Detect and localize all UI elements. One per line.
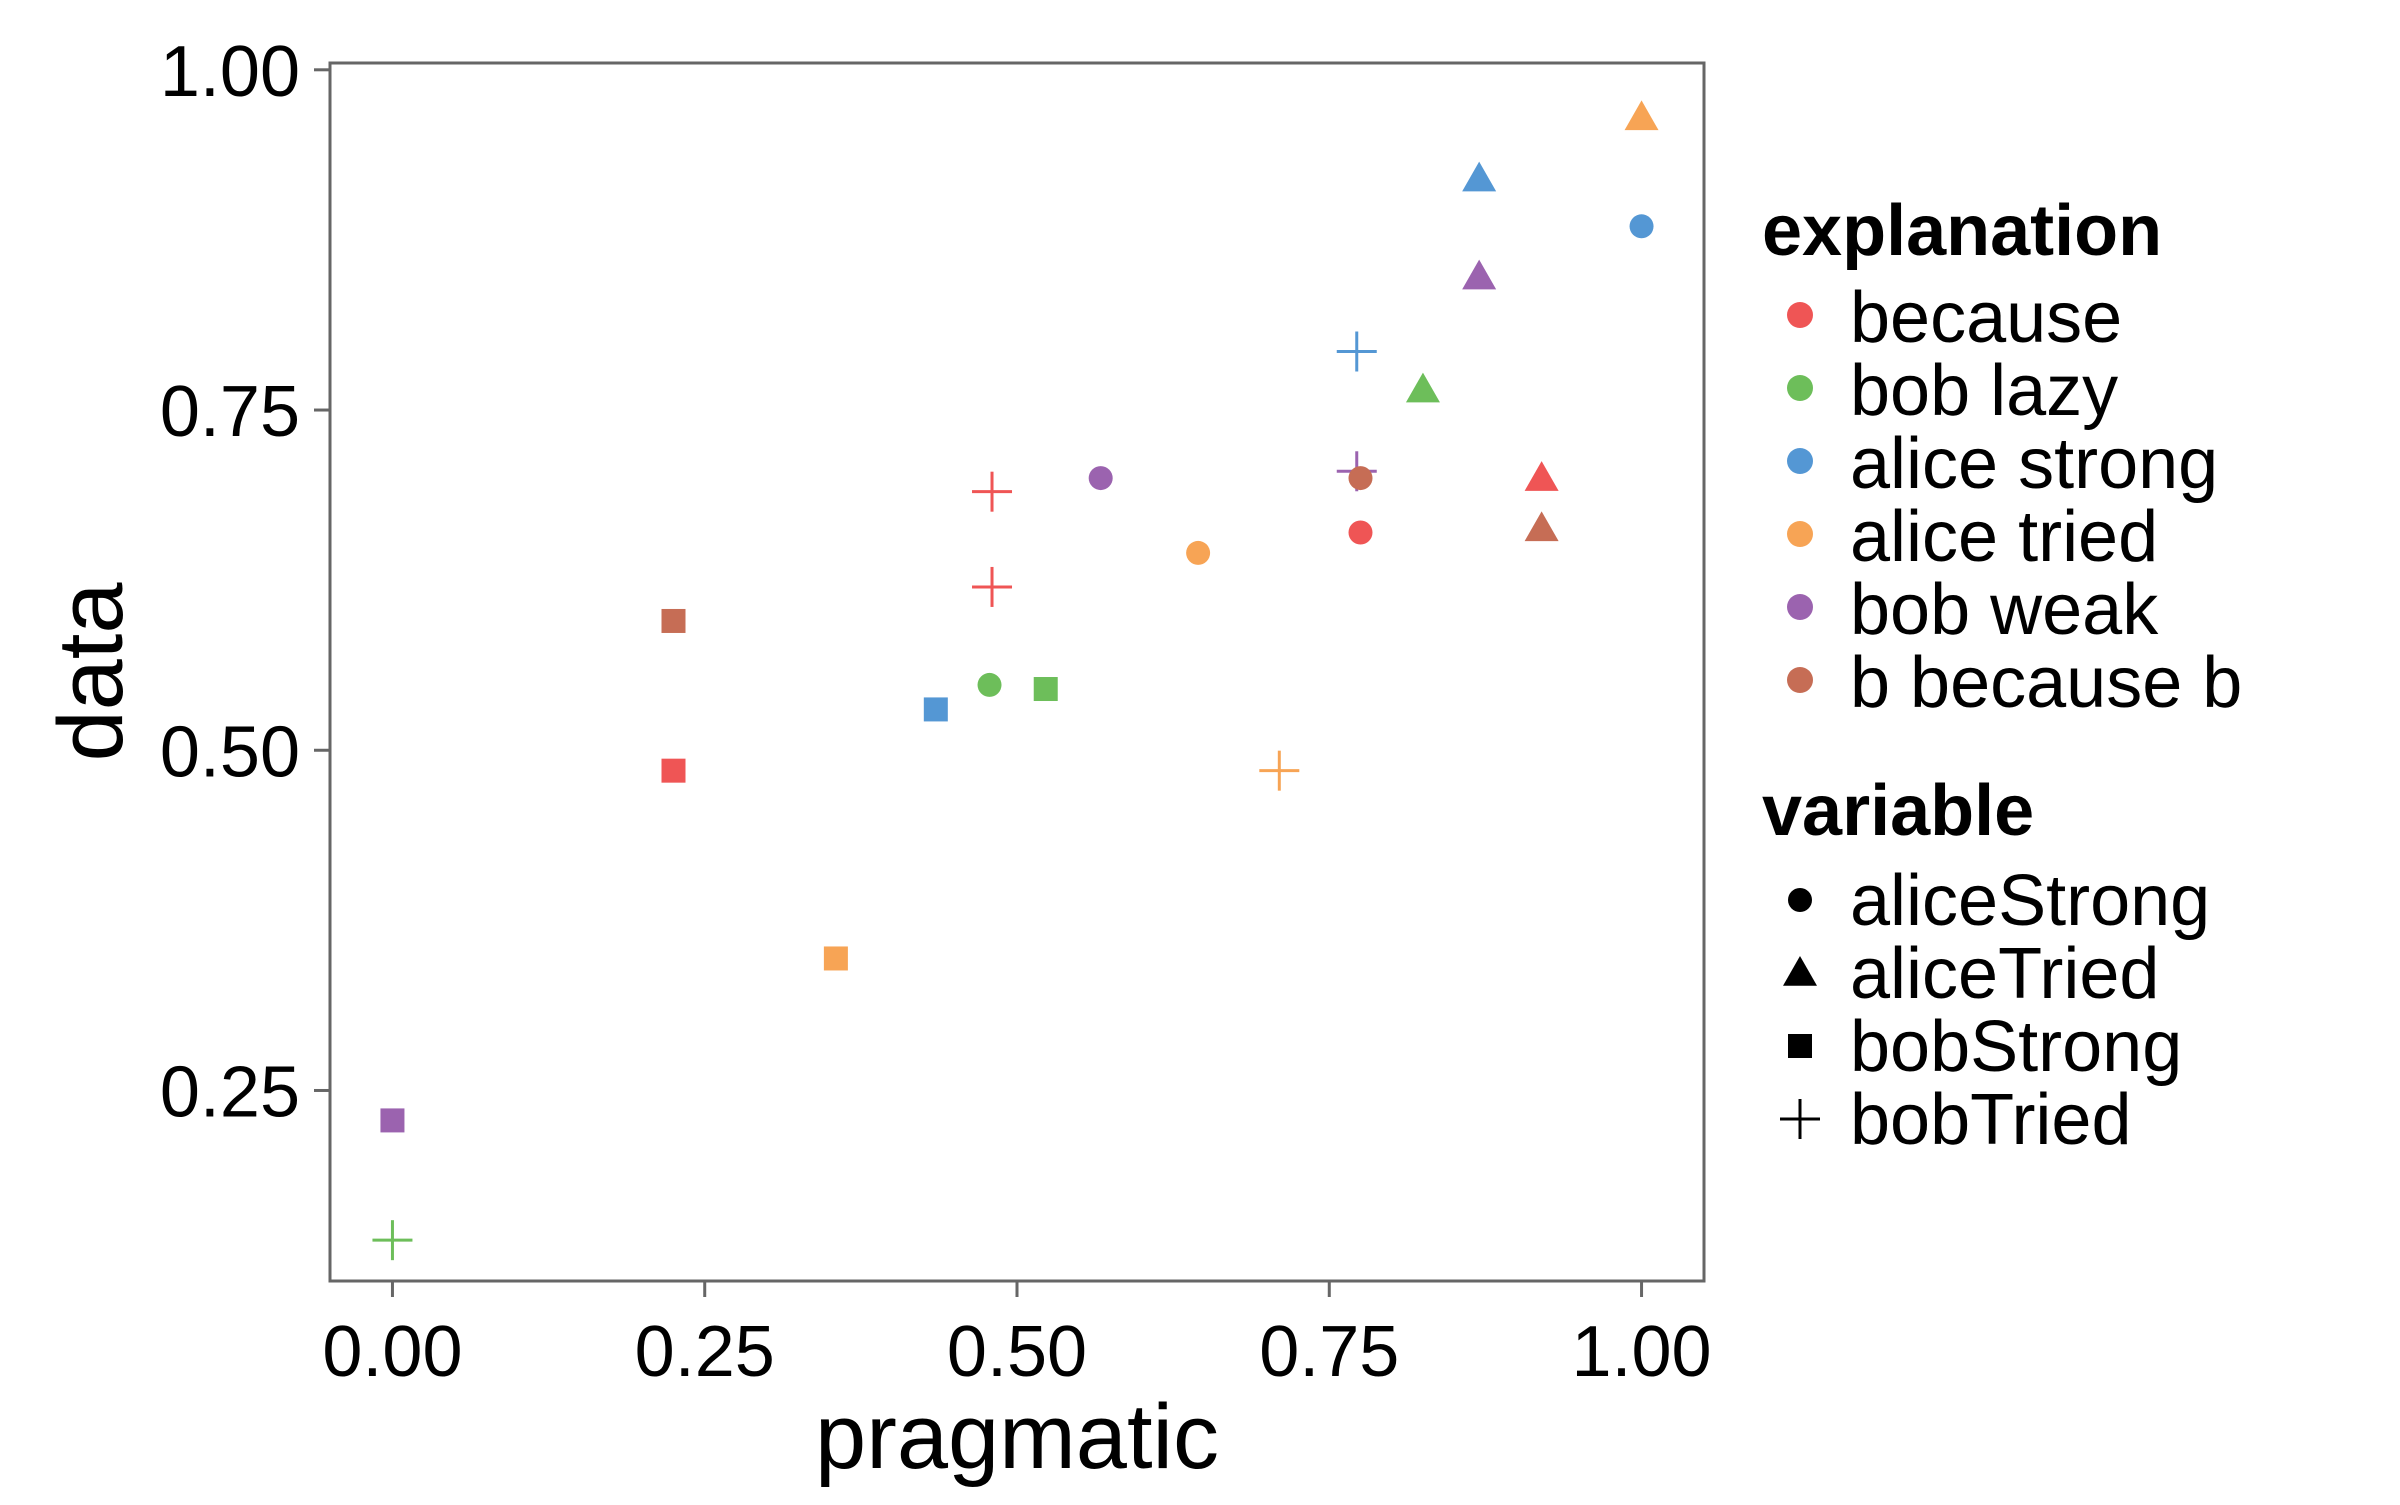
- x-tick-label: 0.25: [635, 1312, 775, 1392]
- data-point: [1033, 677, 1058, 702]
- legend-variable-key: [1780, 1099, 1820, 1139]
- x-tick-label: 1.00: [1571, 1312, 1711, 1392]
- plot-panel-border: [328, 61, 1706, 1283]
- data-point: [1462, 161, 1497, 192]
- legend-variable: variable aliceStrongaliceTriedbobStrongb…: [1762, 771, 2210, 1160]
- data-point: [1088, 466, 1113, 491]
- data-point: [1624, 100, 1659, 131]
- legend-explanation-label: b because b: [1850, 643, 2242, 723]
- data-point: [1186, 540, 1211, 565]
- legend-explanation-key: [1787, 302, 1813, 328]
- data-point: [923, 697, 948, 722]
- x-tick-label: 0.75: [1259, 1312, 1399, 1392]
- x-axis-title: pragmatic: [815, 1386, 1219, 1488]
- legend-variable-title: variable: [1762, 771, 2034, 851]
- data-point: [1259, 750, 1300, 791]
- legend-explanation-label: because: [1850, 278, 2122, 358]
- legend-explanation-key: [1787, 375, 1813, 401]
- data-point: [972, 566, 1013, 607]
- legend-variable-label: aliceTried: [1850, 934, 2159, 1014]
- y-tick-label: 1.00: [160, 32, 300, 112]
- y-tick-label: 0.75: [160, 372, 300, 452]
- legend-variable-label: bobTried: [1850, 1080, 2132, 1160]
- legend-explanation-key: [1787, 448, 1813, 474]
- x-tick-label: 0.00: [322, 1312, 462, 1392]
- legend-explanation-key: [1787, 667, 1813, 693]
- legend-explanation-label: bob lazy: [1850, 351, 2118, 431]
- data-point: [1336, 331, 1377, 372]
- data-point: [1348, 520, 1373, 545]
- data-point: [661, 608, 686, 633]
- data-point: [1524, 511, 1559, 542]
- x-tick-label: 0.50: [947, 1312, 1087, 1392]
- legend-explanation-label: alice strong: [1850, 424, 2218, 504]
- data-point: [823, 946, 848, 971]
- y-tick-label: 0.50: [160, 712, 300, 792]
- y-axis-title: data: [40, 582, 142, 762]
- data-point: [1629, 214, 1654, 239]
- legend-explanation-label: alice tried: [1850, 497, 2158, 577]
- legend-variable-key: [1788, 888, 1812, 912]
- legend-explanation-label: bob weak: [1850, 570, 2159, 650]
- legend-explanation-key: [1787, 521, 1813, 547]
- legend-explanation-title: explanation: [1762, 191, 2162, 271]
- y-tick-label: 0.25: [160, 1052, 300, 1132]
- data-point: [372, 1220, 413, 1261]
- data-point: [1348, 466, 1373, 491]
- legend-variable-label: aliceStrong: [1850, 861, 2210, 941]
- data-point: [661, 758, 686, 783]
- legend-variable-key: [1783, 956, 1817, 986]
- legend-variable-key: [1788, 1034, 1812, 1058]
- data-points: [372, 100, 1659, 1261]
- data-point: [1524, 461, 1559, 491]
- legend-variable-label: bobStrong: [1850, 1007, 2182, 1087]
- legend-explanation-key: [1787, 594, 1813, 620]
- x-axis: 0.00 0.25 0.50 0.75 1.00: [322, 1281, 1712, 1392]
- y-axis: 0.25 0.50 0.75 1.00: [160, 32, 330, 1132]
- data-point: [977, 672, 1002, 697]
- data-point: [1405, 372, 1440, 403]
- data-point: [972, 471, 1013, 512]
- data-point: [380, 1108, 405, 1133]
- data-point: [1462, 259, 1497, 290]
